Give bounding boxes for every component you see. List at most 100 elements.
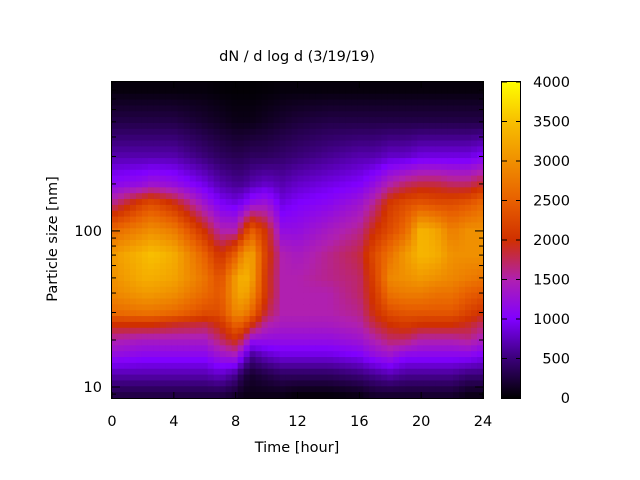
heatmap-cell (387, 251, 394, 259)
heatmap-cell (207, 134, 215, 142)
heatmap-cell (387, 158, 394, 165)
heatmap-cell (327, 87, 334, 95)
heatmap-cell (375, 87, 382, 95)
heatmap-cell (159, 269, 167, 276)
heatmap-cell (189, 87, 197, 95)
heatmap-cell (321, 380, 329, 387)
heatmap-cell (393, 111, 400, 118)
heatmap-cell (129, 204, 137, 212)
heatmap-cell (153, 386, 161, 393)
heatmap-cell (183, 304, 191, 311)
heatmap-cell (123, 327, 131, 335)
heatmap-cell (129, 187, 137, 194)
heatmap-cell (243, 222, 251, 229)
heatmap-cell (393, 99, 400, 107)
heatmap-cell (165, 316, 173, 323)
heatmap-cell (291, 298, 299, 305)
heatmap-cell (147, 199, 155, 206)
heatmap-cell (387, 321, 394, 329)
heatmap-cell (249, 286, 257, 294)
heatmap-cell (279, 193, 287, 200)
heatmap-cell (201, 298, 209, 305)
heatmap-cell (189, 240, 197, 247)
heatmap-cell (129, 210, 137, 218)
heatmap-cell (243, 321, 251, 329)
heatmap-cell (339, 292, 346, 300)
heatmap-cell (195, 280, 203, 288)
heatmap-cell (393, 310, 400, 317)
heatmap-cell (315, 269, 323, 276)
heatmap-cell (315, 351, 323, 358)
heatmap-cell (279, 105, 287, 112)
heatmap-cell (279, 199, 287, 206)
heatmap-cell (309, 263, 317, 270)
heatmap-cell (339, 99, 346, 107)
heatmap-cell (315, 374, 323, 382)
heatmap-cell (195, 187, 203, 194)
heatmap-cell (357, 204, 364, 212)
heatmap-cell (429, 245, 436, 253)
heatmap-cell (207, 234, 215, 241)
heatmap-cell (171, 362, 179, 370)
heatmap-cell (219, 263, 227, 270)
heatmap-cell (297, 304, 305, 311)
heatmap-cell (285, 339, 293, 346)
heatmap-cell (243, 280, 251, 288)
heatmap-cell (165, 286, 173, 294)
heatmap-cell (207, 345, 215, 352)
heatmap-cell (237, 280, 245, 288)
heatmap-cell (135, 140, 143, 147)
heatmap-cell (123, 204, 131, 212)
heatmap-cell (177, 374, 185, 382)
heatmap-cell (225, 351, 233, 358)
heatmap-cell (327, 251, 334, 259)
heatmap-cell (471, 245, 478, 253)
heatmap-cell (381, 105, 388, 112)
heatmap-cell (291, 146, 299, 153)
heatmap-cell (411, 93, 418, 101)
heatmap-cell (273, 286, 281, 294)
heatmap-cell (159, 316, 167, 323)
heatmap-cell (195, 386, 203, 393)
heatmap-cell (123, 351, 131, 358)
heatmap-cell (243, 163, 251, 171)
heatmap-cell (117, 345, 125, 352)
heatmap-cell (393, 193, 400, 200)
heatmap-cell (303, 87, 311, 95)
heatmap-cell (231, 304, 239, 311)
heatmap-cell (273, 304, 281, 311)
heatmap-cell (112, 327, 119, 335)
heatmap-cell (315, 228, 323, 235)
heatmap-cell (237, 152, 245, 159)
heatmap-cell (243, 345, 251, 352)
heatmap-cell (381, 362, 388, 370)
heatmap-cell (333, 105, 340, 112)
heatmap-cell (303, 333, 311, 341)
heatmap-cell (249, 111, 257, 118)
heatmap-cell (207, 269, 215, 276)
heatmap-cell (381, 169, 388, 177)
heatmap-cell (465, 240, 472, 247)
heatmap-cell (405, 316, 412, 323)
heatmap-cell (447, 386, 454, 393)
heatmap-cell (363, 362, 370, 370)
heatmap-cell (201, 286, 209, 294)
heatmap-cell (447, 257, 454, 265)
heatmap-cell (309, 105, 317, 112)
heatmap-cell (303, 304, 311, 311)
heatmap-cell (147, 163, 155, 171)
heatmap-cell (177, 327, 185, 335)
heatmap-cell (171, 82, 179, 89)
heatmap-cell (231, 222, 239, 229)
heatmap-cell (441, 286, 448, 294)
heatmap-cell (321, 316, 329, 323)
heatmap-cell (213, 199, 221, 206)
heatmap-cell (171, 158, 179, 165)
heatmap-cell (411, 351, 418, 358)
heatmap-cell (153, 298, 161, 305)
heatmap-cell (453, 251, 460, 259)
heatmap-cell (297, 280, 305, 288)
heatmap-cell (351, 169, 358, 177)
heatmap-cell (333, 146, 340, 153)
heatmap-cell (315, 216, 323, 224)
